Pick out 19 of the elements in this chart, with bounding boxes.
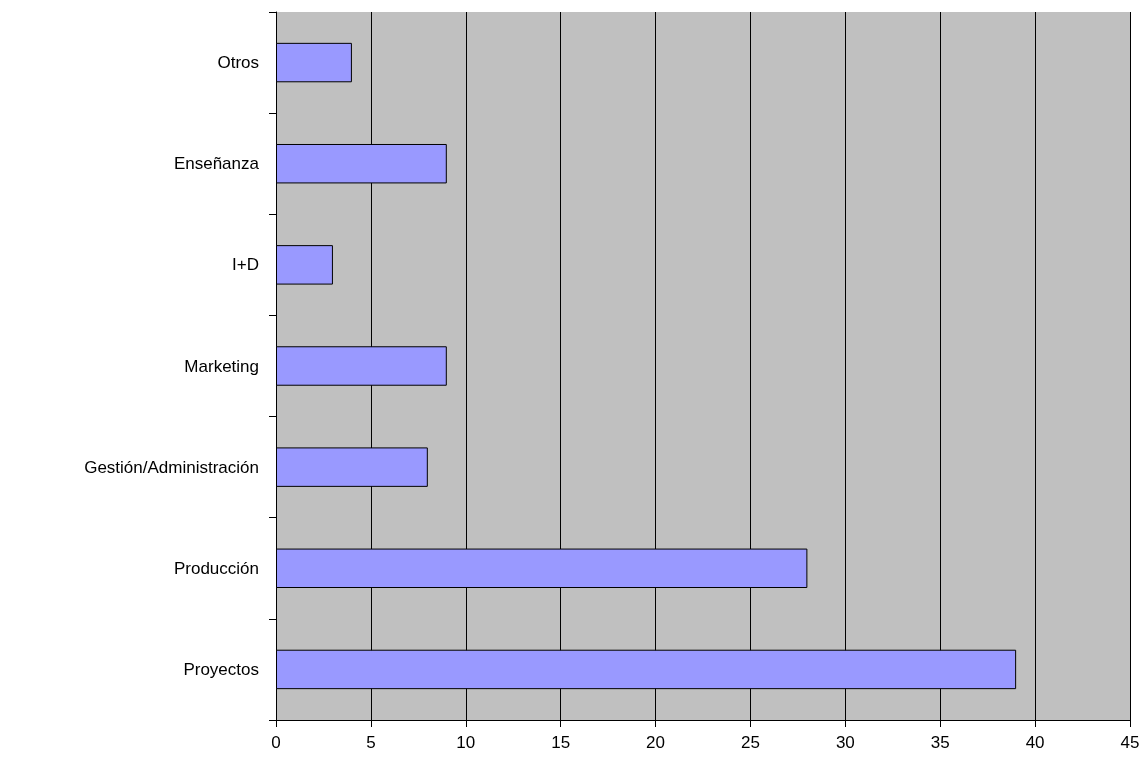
x-tick-label: 20 [646, 733, 666, 752]
x-tick-label: 40 [1025, 733, 1045, 752]
y-tick-label: Proyectos [183, 659, 259, 679]
y-tick-label: Enseñanza [173, 154, 260, 174]
x-tick-label: 25 [740, 733, 760, 752]
x-tick-label: 30 [835, 733, 855, 752]
x-tick-label: 0 [271, 733, 281, 752]
y-tick-label: Marketing [184, 356, 259, 376]
bar [276, 245, 333, 285]
y-tick-label: Otros [217, 53, 259, 73]
x-tick-label: 35 [930, 733, 950, 752]
x-tick-label: 45 [1120, 733, 1140, 752]
bar [276, 42, 352, 83]
y-tick-label: Gestión/Administración [84, 457, 259, 477]
x-tick-label: 10 [456, 733, 476, 752]
y-tick-label: Producción [173, 558, 259, 578]
x-tick-label: 5 [366, 733, 376, 752]
y-tick-label: I+D [232, 255, 259, 275]
x-tick-label: 15 [551, 733, 571, 752]
